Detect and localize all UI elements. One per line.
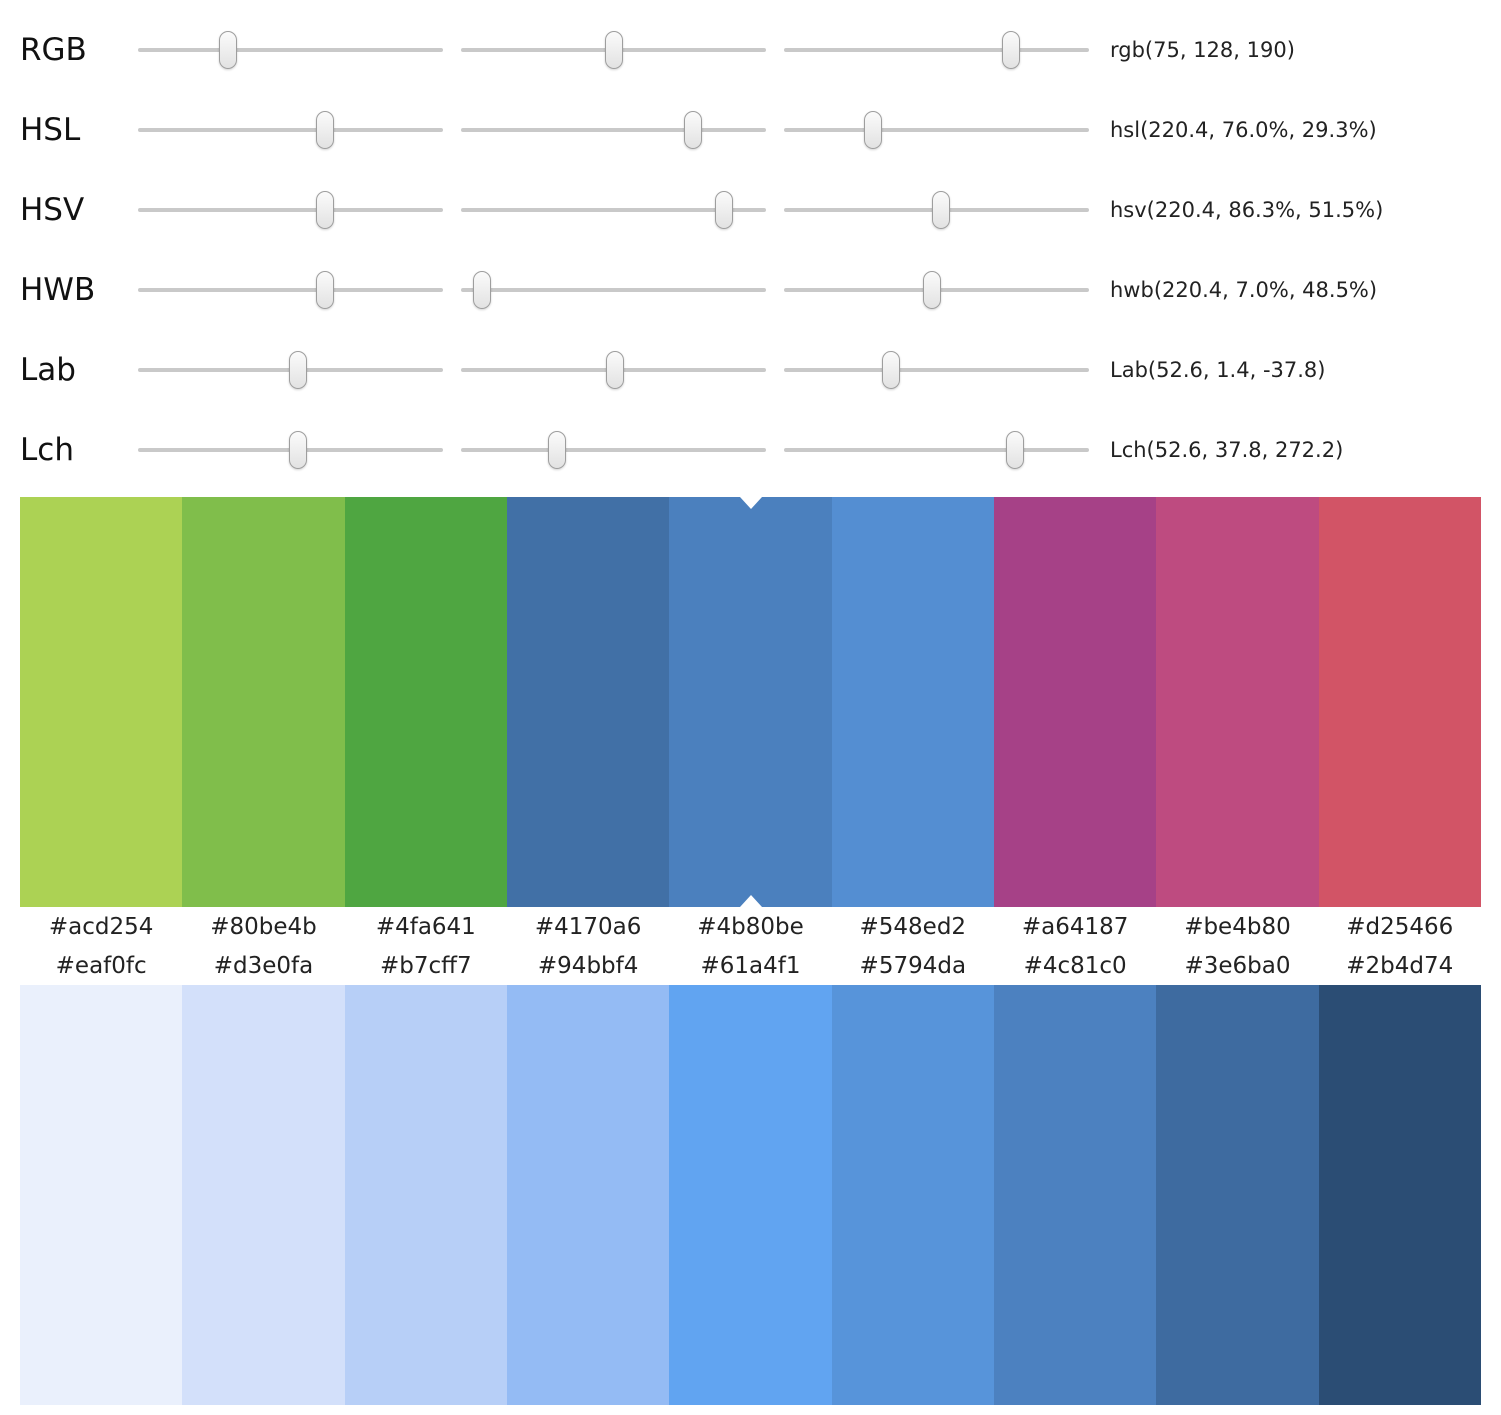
slider-track[interactable] [138, 111, 443, 149]
colorspace-label: RGB [20, 32, 87, 68]
swatch-hex-label: #5794da [859, 952, 967, 979]
slider-track[interactable] [461, 351, 766, 389]
palette-swatch[interactable] [1318, 985, 1481, 1405]
bottom-palette-labels: #eaf0fc #d3e0fa #b7cff7 #94bbf4 #61a4f1 … [20, 946, 1481, 985]
slider-row-hsv: HSV hsv(220.4, 86.3%, 51.5%) [20, 170, 1501, 250]
swatch-hex-label: #be4b80 [1184, 913, 1291, 940]
slider-handle[interactable] [473, 271, 492, 309]
selection-notch-bottom-icon [739, 895, 762, 907]
slider-handle[interactable] [606, 351, 625, 389]
palette-swatch[interactable] [506, 497, 670, 907]
palette-swatch[interactable] [344, 985, 507, 1405]
slider-row-lch: Lch Lch(52.6, 37.8, 272.2) [20, 410, 1501, 490]
slider-handle[interactable] [605, 31, 624, 69]
top-palette [20, 497, 1481, 907]
bottom-palette [20, 985, 1481, 1405]
colorspace-label: HSL [20, 112, 81, 148]
swatch-hex-label: #4b80be [697, 913, 804, 940]
swatch-hex-label: #548ed2 [859, 913, 967, 940]
swatch-hex-label: #a64187 [1021, 913, 1129, 940]
colorspace-label: Lch [20, 432, 74, 468]
palette-swatch[interactable] [1156, 985, 1319, 1405]
slider-row-hwb: HWB hwb(220.4, 7.0%, 48.5%) [20, 250, 1501, 330]
slider-handle[interactable] [922, 271, 941, 309]
color-value-text: Lab(52.6, 1.4, -37.8) [1110, 358, 1326, 382]
slider-handle[interactable] [218, 31, 237, 69]
slider-track[interactable] [461, 431, 766, 469]
slider-track[interactable] [784, 111, 1089, 149]
swatch-hex-label: #4fa641 [375, 913, 476, 940]
slider-handle[interactable] [715, 191, 734, 229]
slider-handle[interactable] [289, 431, 308, 469]
slider-track[interactable] [461, 31, 766, 69]
slider-track[interactable] [784, 271, 1089, 309]
palette-swatch[interactable] [993, 497, 1157, 907]
slider-handle[interactable] [315, 191, 334, 229]
colorspace-label: HSV [20, 192, 85, 228]
slider-track[interactable] [138, 351, 443, 389]
palette-swatch[interactable] [182, 497, 345, 907]
palette-swatch[interactable] [506, 985, 670, 1405]
slider-track[interactable] [784, 191, 1089, 229]
slider-handle[interactable] [1005, 431, 1024, 469]
swatch-hex-label: #2b4d74 [1346, 952, 1454, 979]
palette-swatch[interactable] [20, 985, 183, 1405]
swatch-hex-label: #61a4f1 [700, 952, 801, 979]
colorspace-label: HWB [20, 272, 96, 308]
color-value-text: hsl(220.4, 76.0%, 29.3%) [1110, 118, 1377, 142]
slider-track[interactable] [138, 271, 443, 309]
swatch-hex-label: #94bbf4 [537, 952, 639, 979]
swatch-hex-label: #80be4b [210, 913, 317, 940]
slider-track[interactable] [138, 431, 443, 469]
slider-row-rgb: RGB rgb(75, 128, 190) [20, 10, 1501, 90]
slider-handle[interactable] [882, 351, 901, 389]
palette-swatch[interactable] [20, 497, 183, 907]
palette-swatch[interactable] [1156, 497, 1319, 907]
palette-swatch[interactable] [182, 985, 345, 1405]
swatch-hex-label: #acd254 [48, 913, 154, 940]
palette-swatch[interactable] [669, 985, 832, 1405]
palette-swatch[interactable] [993, 985, 1157, 1405]
color-value-text: Lch(52.6, 37.8, 272.2) [1110, 438, 1344, 462]
slider-track[interactable] [461, 111, 766, 149]
slider-track[interactable] [138, 191, 443, 229]
slider-handle[interactable] [548, 431, 567, 469]
slider-handle[interactable] [315, 271, 334, 309]
top-palette-labels: #acd254 #80be4b #4fa641 #4170a6 #4b80be … [20, 907, 1481, 946]
swatch-hex-label: #b7cff7 [380, 952, 472, 979]
slider-track[interactable] [461, 191, 766, 229]
slider-track[interactable] [138, 31, 443, 69]
color-sliders-panel: RGB rgb(75, 128, 190) HSL hsl(220.4, 76.… [0, 0, 1501, 490]
palette-swatch[interactable] [669, 497, 832, 907]
swatch-hex-label: #d25466 [1346, 913, 1454, 940]
slider-handle[interactable] [315, 111, 334, 149]
swatch-hex-label: #d3e0fa [213, 952, 314, 979]
swatch-hex-label: #3e6ba0 [1184, 952, 1291, 979]
slider-handle[interactable] [683, 111, 702, 149]
slider-handle[interactable] [289, 351, 308, 389]
slider-track[interactable] [784, 31, 1089, 69]
swatch-hex-label: #4170a6 [534, 913, 642, 940]
slider-row-hsl: HSL hsl(220.4, 76.0%, 29.3%) [20, 90, 1501, 170]
selection-notch-top-icon [739, 497, 762, 509]
slider-track[interactable] [461, 271, 766, 309]
swatch-hex-label: #4c81c0 [1023, 952, 1127, 979]
palette-swatch[interactable] [344, 497, 507, 907]
palette-swatch[interactable] [1318, 497, 1481, 907]
slider-handle[interactable] [932, 191, 951, 229]
swatch-hex-label: #eaf0fc [55, 952, 147, 979]
palette-swatch[interactable] [831, 497, 994, 907]
slider-handle[interactable] [864, 111, 883, 149]
color-value-text: hwb(220.4, 7.0%, 48.5%) [1110, 278, 1378, 302]
colorspace-label: Lab [20, 352, 76, 388]
color-value-text: rgb(75, 128, 190) [1110, 38, 1295, 62]
slider-row-lab: Lab Lab(52.6, 1.4, -37.8) [20, 330, 1501, 410]
color-value-text: hsv(220.4, 86.3%, 51.5%) [1110, 198, 1384, 222]
slider-handle[interactable] [1002, 31, 1021, 69]
slider-track[interactable] [784, 431, 1089, 469]
slider-track[interactable] [784, 351, 1089, 389]
palette-swatch[interactable] [831, 985, 994, 1405]
